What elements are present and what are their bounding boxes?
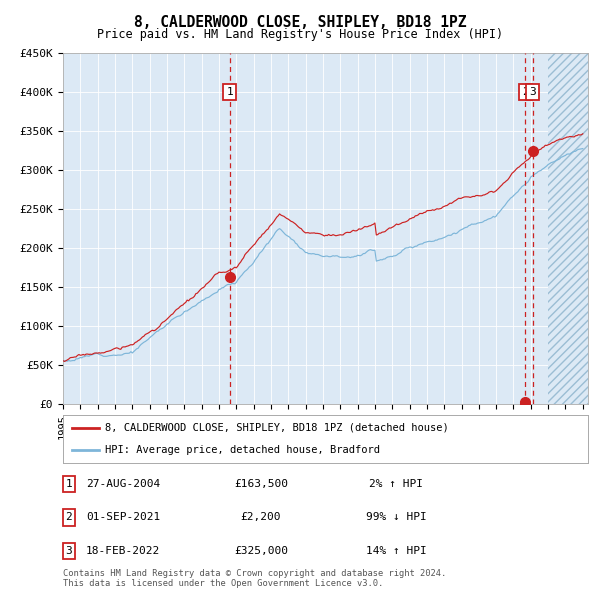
Text: 3: 3 — [529, 87, 535, 97]
Text: 27-AUG-2004: 27-AUG-2004 — [86, 479, 160, 489]
Text: £2,200: £2,200 — [241, 513, 281, 522]
Text: 1: 1 — [226, 87, 233, 97]
Text: HPI: Average price, detached house, Bradford: HPI: Average price, detached house, Brad… — [105, 445, 380, 455]
Text: Contains HM Land Registry data © Crown copyright and database right 2024.
This d: Contains HM Land Registry data © Crown c… — [63, 569, 446, 588]
Text: 8, CALDERWOOD CLOSE, SHIPLEY, BD18 1PZ: 8, CALDERWOOD CLOSE, SHIPLEY, BD18 1PZ — [134, 15, 466, 30]
Text: £163,500: £163,500 — [234, 479, 288, 489]
Text: 14% ↑ HPI: 14% ↑ HPI — [365, 546, 427, 556]
Text: 3: 3 — [65, 546, 73, 556]
Bar — [548, 53, 592, 404]
Text: 2: 2 — [523, 87, 529, 97]
Text: 2: 2 — [65, 513, 73, 522]
Text: £325,000: £325,000 — [234, 546, 288, 556]
Text: 8, CALDERWOOD CLOSE, SHIPLEY, BD18 1PZ (detached house): 8, CALDERWOOD CLOSE, SHIPLEY, BD18 1PZ (… — [105, 423, 449, 433]
Text: 99% ↓ HPI: 99% ↓ HPI — [365, 513, 427, 522]
Text: 18-FEB-2022: 18-FEB-2022 — [86, 546, 160, 556]
Text: Price paid vs. HM Land Registry's House Price Index (HPI): Price paid vs. HM Land Registry's House … — [97, 28, 503, 41]
Text: 1: 1 — [65, 479, 73, 489]
Text: 01-SEP-2021: 01-SEP-2021 — [86, 513, 160, 522]
Text: 2% ↑ HPI: 2% ↑ HPI — [369, 479, 423, 489]
